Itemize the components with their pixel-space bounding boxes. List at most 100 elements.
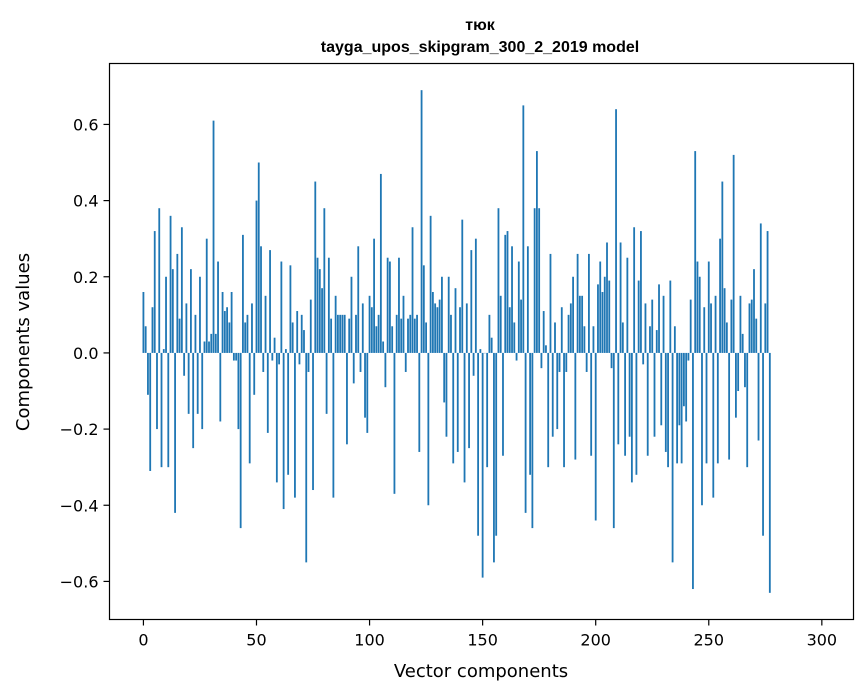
bar-57 — [271, 352, 274, 361]
bar-169 — [524, 352, 527, 513]
bar-170 — [526, 246, 529, 353]
chart-subtitle: tayga_upos_skipgram_300_2_2019 model — [321, 39, 639, 56]
bar-106 — [382, 341, 385, 353]
bar-184 — [558, 352, 561, 372]
bar-236 — [676, 352, 679, 464]
bar-274 — [762, 352, 764, 536]
bar-259 — [728, 352, 731, 460]
bar-226 — [653, 352, 656, 437]
bar-37 — [226, 307, 228, 353]
bar-277 — [768, 352, 771, 593]
bar-0 — [142, 291, 145, 353]
bar-206 — [608, 280, 611, 353]
bar-218 — [635, 352, 638, 475]
bar-216 — [630, 352, 633, 483]
bar-84 — [332, 352, 335, 498]
bar-204 — [603, 276, 606, 353]
bar-7 — [158, 208, 161, 353]
bar-61 — [280, 261, 283, 353]
bar-121 — [416, 314, 418, 353]
bar-272 — [757, 352, 760, 441]
bar-94 — [355, 314, 357, 353]
bar-99 — [366, 352, 369, 433]
bar-39 — [230, 291, 233, 353]
bar-252 — [712, 352, 715, 498]
bar-133 — [443, 352, 446, 403]
bar-214 — [626, 257, 629, 353]
bar-130 — [436, 307, 439, 353]
bar-110 — [391, 326, 394, 353]
bar-86 — [336, 314, 339, 353]
bar-261 — [732, 154, 735, 353]
bar-80 — [323, 208, 326, 353]
bar-74 — [309, 299, 312, 353]
bar-155 — [493, 352, 495, 563]
bar-19 — [185, 303, 188, 353]
y-tick-label: 0.2 — [73, 268, 98, 287]
bar-31 — [212, 120, 215, 353]
bar-254 — [716, 352, 719, 464]
bar-192 — [576, 253, 579, 353]
bar-247 — [701, 352, 703, 506]
bar-66 — [291, 322, 294, 353]
bar-147 — [474, 238, 477, 353]
bar-253 — [714, 295, 717, 353]
bar-118 — [409, 314, 412, 353]
bar-23 — [194, 314, 197, 353]
bar-167 — [520, 299, 522, 353]
bar-160 — [504, 234, 507, 353]
bar-276 — [766, 231, 769, 353]
bar-134 — [445, 352, 448, 437]
bar-219 — [637, 280, 640, 353]
bar-227 — [655, 330, 658, 353]
bar-168 — [522, 105, 525, 353]
bar-88 — [341, 314, 344, 353]
bar-115 — [402, 295, 405, 353]
y-tick-label: 0.0 — [73, 344, 98, 363]
bar-234 — [671, 352, 674, 563]
bar-239 — [682, 352, 685, 407]
bar-50 — [255, 200, 258, 353]
bar-257 — [723, 288, 726, 353]
bar-166 — [517, 261, 520, 353]
x-tick-label: 250 — [693, 631, 724, 650]
bar-107 — [384, 352, 387, 388]
bar-1 — [144, 326, 147, 353]
bar-178 — [545, 345, 547, 353]
bar-5 — [153, 231, 156, 353]
bar-173 — [533, 208, 536, 353]
bar-139 — [456, 352, 459, 452]
bar-117 — [407, 318, 409, 353]
bar-108 — [386, 257, 389, 353]
x-tick-label: 300 — [807, 631, 838, 650]
bar-64 — [287, 352, 290, 475]
bar-222 — [644, 303, 647, 353]
bar-180 — [549, 253, 552, 353]
bar-46 — [246, 314, 249, 353]
bar-198 — [590, 352, 593, 456]
bar-96 — [359, 352, 362, 372]
bar-263 — [737, 352, 740, 392]
bar-17 — [180, 227, 183, 353]
bar-181 — [551, 352, 554, 437]
bar-223 — [646, 352, 649, 456]
bar-189 — [569, 303, 572, 353]
bar-248 — [703, 307, 706, 353]
bar-60 — [278, 352, 281, 365]
bar-138 — [454, 288, 457, 353]
bar-175 — [538, 208, 541, 353]
bar-22 — [192, 352, 195, 449]
bar-135 — [447, 276, 450, 353]
bar-89 — [343, 314, 346, 353]
bar-270 — [753, 269, 755, 353]
bar-9 — [162, 349, 165, 353]
bar-71 — [303, 330, 305, 353]
bar-256 — [721, 181, 724, 353]
bar-125 — [425, 322, 428, 353]
bar-68 — [296, 311, 299, 353]
bar-231 — [664, 352, 667, 452]
bar-200 — [594, 352, 597, 521]
bar-262 — [735, 352, 737, 418]
bar-20 — [187, 352, 190, 414]
x-tick-label: 100 — [354, 631, 385, 650]
